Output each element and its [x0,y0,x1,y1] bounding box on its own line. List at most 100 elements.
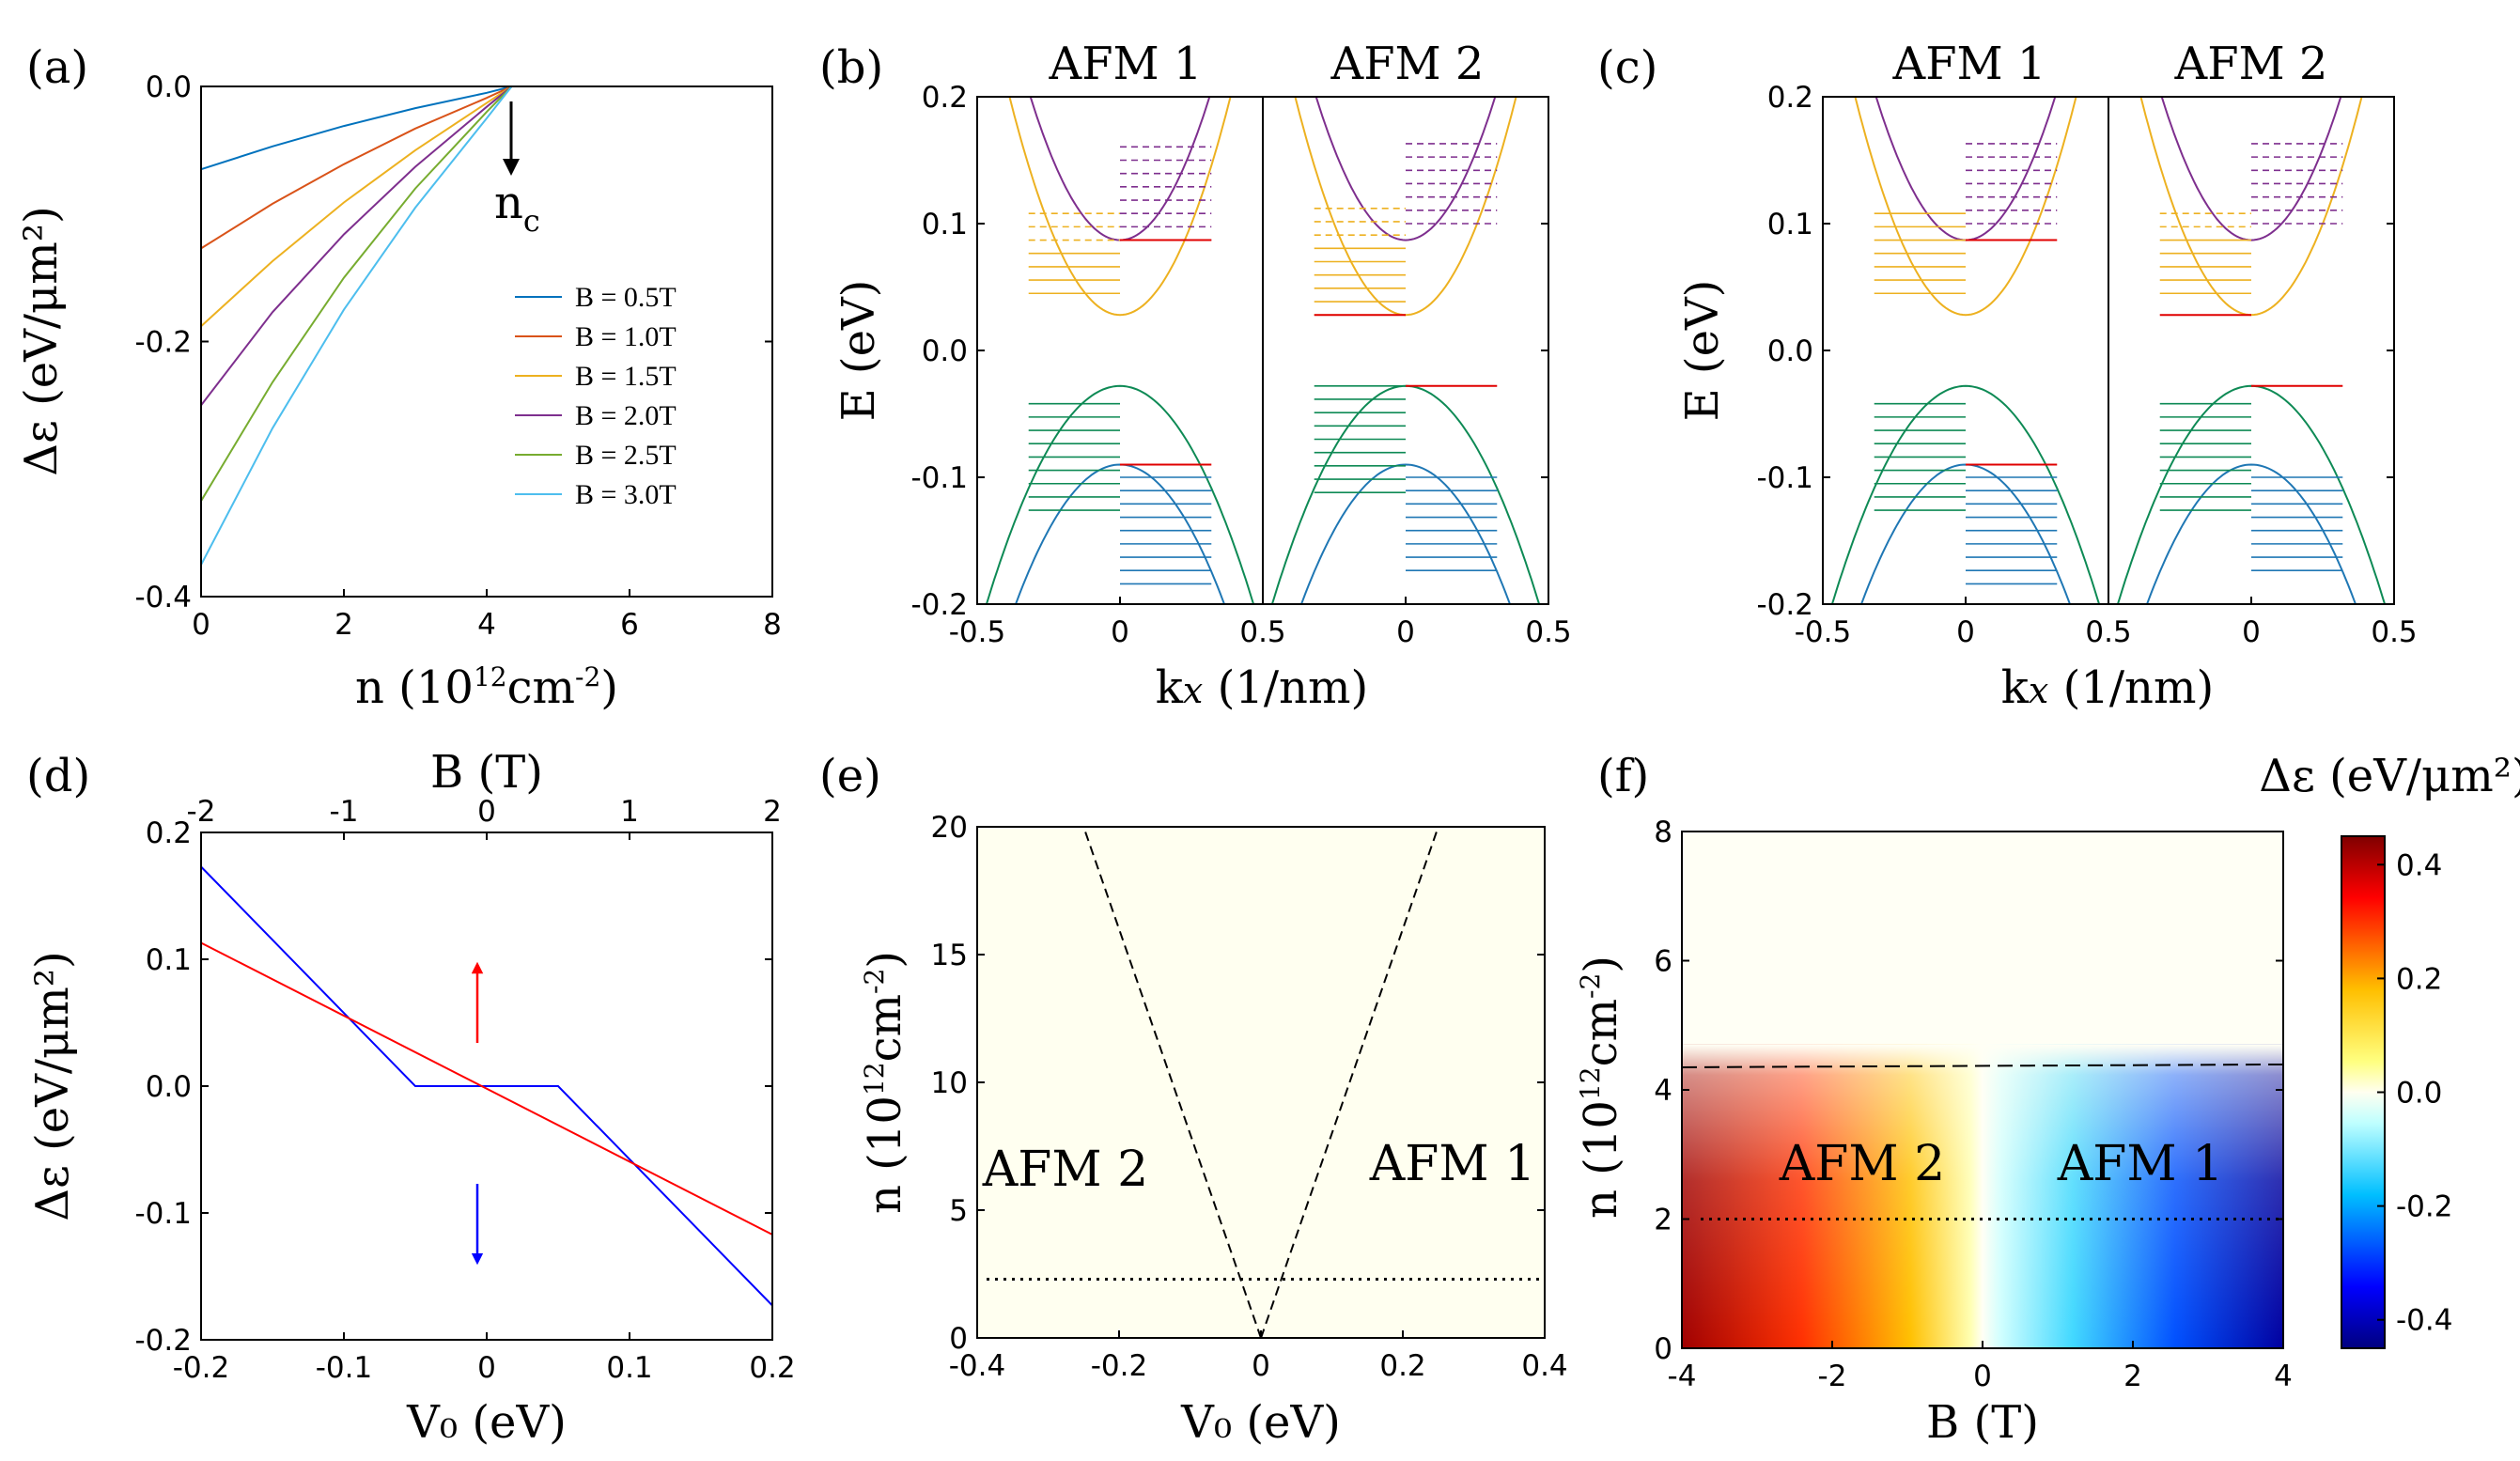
tick-label: 0.5 [2371,615,2417,649]
tick-label: -0.2 [173,1351,230,1385]
panel-label-c: (c) [1597,41,1657,94]
panel-c-ylabel: E (eV) [1676,280,1729,422]
panel-a-xlabel: n (1012cm-2) [355,661,618,714]
band-green [985,384,1255,604]
tick-label: 0.0 [146,1070,192,1104]
tick-label: 8 [763,608,782,642]
panel-label-f: (f) [1597,750,1649,802]
tick-label: 2 [2123,1360,2142,1393]
panel-d-x2label: B (T) [430,746,543,799]
tick-label: 0 [1396,615,1415,649]
panel-e-xlabel: V₀ (eV) [1180,1396,1341,1449]
tick-label: 4 [477,608,496,642]
series-line-1 [200,865,773,1307]
band-purple [1029,97,1211,241]
colorbar-tick-label: 0.2 [2396,962,2442,996]
legend-label-5: B = 2.5T [575,440,677,471]
panel-a-chart: 0 2 4 6 80.0-0.2-0.4 nc B = 0.5TB = 1.0TB = … [15,70,782,714]
tick-label: 0.5 [1239,615,1285,649]
band-orange [1854,97,2077,317]
panel-a-ticks: 0 2 4 6 8 0.0 -0.2 -0.4 [135,70,782,642]
panel-b-chart: AFM 1 AFM 2 0.20.10.0-0.1-0.2-0.5 0 0.5 0 0.… [832,38,1572,714]
panel-b-ylabel: E (eV) [832,280,885,422]
panel-a-nc-label: nc [494,177,540,239]
panel-b-bands [985,97,1541,604]
tick-label: 0.1 [606,1351,652,1385]
panel-c-subtitle-afm2: AFM 2 [2174,38,2328,90]
tick-label: -0.2 [911,588,969,622]
legend-label-3: B = 1.5T [575,361,677,392]
tick-label: 0 [192,608,210,642]
panel-a-legend: B = 0.5T B = 1.0T B = 1.5T B = 2.0T B = 2.5T… [515,282,677,510]
panel-f-frame [1681,831,2284,1349]
tick-label: -0.4 [949,1349,1006,1383]
panel-f-heatmap-fade [1682,1044,2283,1348]
panel-c-bands [1830,97,2387,604]
panel-f-label-afm2: AFM 2 [1779,1136,1946,1192]
tick-label: 0 [1111,615,1129,649]
tick-label: 1 [620,795,639,829]
panel-d-ylabel: Δε (eV/μm²) [26,951,79,1220]
tick-label: -0.4 [135,581,193,614]
tick-label: -0.2 [135,326,193,360]
colorbar-tick-label: -0.2 [2396,1190,2453,1224]
tick-label: 0 [477,1351,496,1385]
panel-e-background [977,827,1545,1338]
tick-label: 0.0 [1767,334,1813,368]
panel-a-series [200,85,772,566]
panel-c-ticks: 0.2 0.1 0.0 -0.1 -0.2-0.5 0 0.5 0 0.5 [1757,81,2418,649]
tick-label: 2 [763,795,782,829]
panel-f-chart: -4 -2 0 2 4 8 6 4 2 0 AFM 2 AFM 1 B (T) n (1012cm… [1575,750,2520,1449]
band-purple [1314,97,1497,241]
legend-label-4: B = 2.0T [575,400,677,431]
series-line-5 [200,85,772,502]
tick-label: 0.1 [1767,208,1813,241]
tick-label: 0 [477,795,496,829]
band-purple [1874,97,2057,241]
band-green [1830,384,2101,604]
band-blue [2145,463,2357,604]
series-line-6 [200,85,772,566]
tick-label: -0.1 [911,461,969,495]
tick-label: 0.1 [146,943,192,977]
tick-label: 5 [949,1194,968,1228]
tick-label: -0.2 [1757,588,1814,622]
panel-f-ticks: -4 -2 0 2 4 8 6 4 2 0 [1654,816,2293,1393]
tick-label: -2 [1818,1360,1847,1393]
tick-label: 0.2 [922,81,968,115]
panel-d-ticks: -0.2 -0.1 0 0.1 0.2-2 -1 0 1 20.20.10.0-0.1-0.2 [135,795,796,1385]
panel-f-dashed-line [1681,1063,2284,1068]
series-line-2 [200,941,773,1236]
tick-label: -1 [330,795,359,829]
tick-label: 6 [620,608,639,642]
tick-label: 0.2 [1767,81,1813,115]
tick-label: -0.1 [316,1351,373,1385]
tick-label: -0.2 [1091,1349,1148,1383]
panel-f-label-afm1: AFM 1 [2057,1136,2224,1192]
tick-label: 0.2 [749,1351,795,1385]
panel-c-xlabel: kx (1/nm) [2001,661,2214,714]
series-line-3 [200,85,772,327]
tick-label: 0.0 [146,70,192,104]
band-blue [1299,463,1512,604]
tick-label: 0 [1654,1332,1672,1366]
panel-c-chart: AFM 1 AFM 2 0.20.10.0-0.1-0.2-0.5 0 0.5 0 0.… [1676,38,2418,714]
colorbar-tick-label: -0.4 [2396,1304,2453,1338]
tick-label: 0.1 [922,208,968,241]
tick-label: -4 [1668,1360,1697,1393]
tick-label: 2 [1654,1204,1672,1237]
tick-label: -0.2 [135,1324,193,1358]
panel-b-xlabel: kx (1/nm) [1156,661,1368,714]
tick-label: 0.2 [1379,1349,1425,1383]
panel-a-ylabel: Δε (eV/μm²) [15,206,68,475]
panel-f-ylabel: n (1012cm-2) [1575,956,1627,1219]
tick-label: 0 [1973,1360,1992,1393]
tick-label: 0.2 [146,816,192,850]
panel-d-chart: B (T) -0.2 -0.1 0 0.1 0.2-2 -1 0 1 20.20.10.0-0.… [26,746,796,1449]
tick-label: 4 [1654,1074,1672,1108]
tick-label: 0.5 [2085,615,2131,649]
tick-label: -0.5 [1795,615,1852,649]
tick-label: 0 [949,1322,968,1356]
tick-label: -0.1 [1757,461,1814,495]
